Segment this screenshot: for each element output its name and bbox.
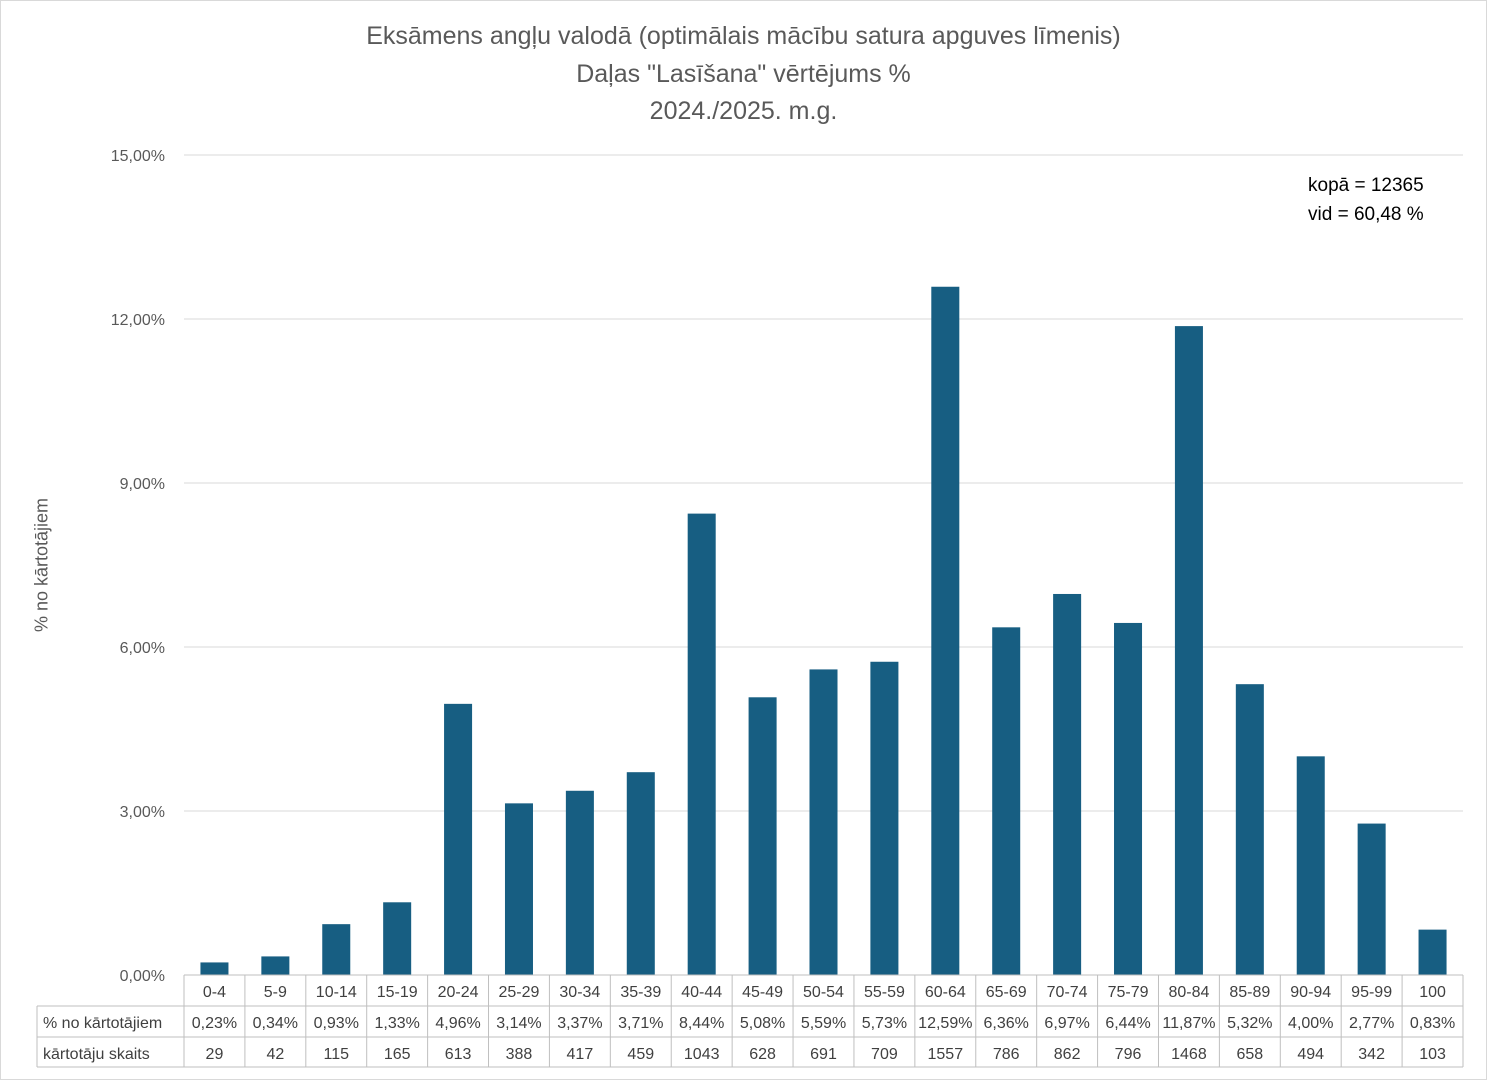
- table-cell: 1,33%: [374, 1015, 419, 1032]
- bar-0-4: [200, 962, 229, 975]
- y-tick-label: 9,00%: [120, 476, 165, 493]
- table-cell: 6,44%: [1105, 1015, 1150, 1032]
- table-cell: 6,97%: [1044, 1015, 1089, 1032]
- bar-55-59: [870, 661, 899, 975]
- table-cell: 1468: [1171, 1046, 1207, 1063]
- chart-title-line-3: 2024./2025. m.g.: [649, 97, 838, 125]
- bar-20-24: [444, 703, 473, 975]
- table-cell: 4,96%: [435, 1015, 480, 1032]
- table-cell: 3,71%: [618, 1015, 663, 1032]
- bar-10-14: [322, 924, 351, 975]
- bar-50-54: [809, 669, 838, 975]
- table-cell: 4,00%: [1288, 1015, 1333, 1032]
- table-cell: 29: [206, 1046, 224, 1063]
- table-cell: 658: [1236, 1046, 1263, 1063]
- table-cell: 115: [324, 1046, 350, 1063]
- y-tick-label: 0,00%: [120, 968, 165, 985]
- table-cell: 2,77%: [1349, 1015, 1394, 1032]
- bar-5-9: [261, 956, 290, 975]
- x-category-label: 15-19: [377, 984, 418, 1001]
- bar-95-99: [1357, 823, 1386, 975]
- bar-65-69: [992, 627, 1021, 975]
- table-cell: 12,59%: [918, 1015, 972, 1032]
- table-cell: 417: [567, 1046, 594, 1063]
- table-cell: 103: [1419, 1046, 1446, 1063]
- bar-80-84: [1174, 326, 1203, 975]
- x-category-label: 20-24: [438, 984, 479, 1001]
- table-cell: 8,44%: [679, 1015, 724, 1032]
- average-annotation: vid = 60,48 %: [1308, 204, 1424, 225]
- x-category-label: 85-89: [1229, 984, 1270, 1001]
- table-cell: 613: [445, 1046, 472, 1063]
- table-cell: 5,59%: [801, 1015, 846, 1032]
- chart-title-line-2: Daļas "Lasīšana" vērtējums %: [576, 60, 911, 88]
- table-cell: 862: [1054, 1046, 1081, 1063]
- bar-30-34: [565, 790, 594, 975]
- table-cell: 6,36%: [984, 1015, 1029, 1032]
- table-cell: 11,87%: [1162, 1015, 1215, 1032]
- table-cell: 3,14%: [496, 1015, 541, 1032]
- table-cell: 0,34%: [253, 1015, 298, 1032]
- table-cell: 5,08%: [740, 1015, 785, 1032]
- table-cell: 1043: [684, 1046, 720, 1063]
- table-cell: 786: [993, 1046, 1020, 1063]
- table-cell: 1557: [928, 1046, 964, 1063]
- x-category-label: 100: [1419, 984, 1446, 1001]
- bar-15-19: [383, 902, 412, 975]
- x-category-label: 40-44: [681, 984, 722, 1001]
- table-cell: 459: [627, 1046, 654, 1063]
- bar-40-44: [687, 513, 716, 975]
- x-category-label: 0-4: [203, 984, 226, 1001]
- table-cell: 342: [1358, 1046, 1385, 1063]
- table-cell: 0,93%: [314, 1015, 359, 1032]
- bar-75-79: [1114, 622, 1143, 975]
- total-annotation: kopā = 12365: [1308, 175, 1424, 196]
- bar-25-29: [504, 803, 533, 975]
- table-cell: 5,73%: [862, 1015, 907, 1032]
- bar-90-94: [1296, 756, 1325, 975]
- bar-100: [1418, 929, 1447, 975]
- table-cell: 628: [749, 1046, 776, 1063]
- x-category-label: 70-74: [1047, 984, 1088, 1001]
- bar-70-74: [1053, 593, 1082, 975]
- bar-35-39: [626, 772, 655, 975]
- bar-45-49: [748, 697, 777, 975]
- table-cell: 0,83%: [1410, 1015, 1455, 1032]
- y-tick-label: 15,00%: [111, 148, 165, 165]
- table-cell: 388: [506, 1046, 533, 1063]
- bar-85-89: [1235, 684, 1264, 975]
- table-cell: 3,37%: [557, 1015, 602, 1032]
- x-category-label: 95-99: [1351, 984, 1392, 1001]
- x-category-label: 75-79: [1108, 984, 1149, 1001]
- y-tick-label: 6,00%: [120, 640, 165, 657]
- x-category-label: 35-39: [620, 984, 661, 1001]
- x-category-label: 65-69: [986, 984, 1027, 1001]
- x-category-label: 80-84: [1168, 984, 1209, 1001]
- table-cell: 0,23%: [192, 1015, 237, 1032]
- chart-title-line-1: Eksāmens angļu valodā (optimālais mācību…: [366, 22, 1121, 50]
- table-cell: 494: [1297, 1046, 1324, 1063]
- y-tick-label: 12,00%: [111, 312, 165, 329]
- table-cell: 165: [384, 1046, 411, 1063]
- bar-60-64: [931, 286, 960, 975]
- x-category-label: 5-9: [264, 984, 287, 1001]
- table-cell: 42: [266, 1046, 284, 1063]
- x-category-label: 30-34: [559, 984, 600, 1001]
- x-category-label: 10-14: [316, 984, 357, 1001]
- table-cell: 691: [810, 1046, 837, 1063]
- table-cell: 709: [871, 1046, 898, 1063]
- table-cell: 796: [1115, 1046, 1142, 1063]
- table-row-label: % no kārtotājiem: [43, 1015, 162, 1032]
- table-cell: 5,32%: [1227, 1015, 1272, 1032]
- x-category-label: 45-49: [742, 984, 783, 1001]
- x-category-label: 50-54: [803, 984, 844, 1001]
- x-category-label: 90-94: [1290, 984, 1331, 1001]
- x-category-label: 60-64: [925, 984, 966, 1001]
- table-row-label: kārtotāju skaits: [43, 1046, 150, 1063]
- x-category-label: 55-59: [864, 984, 905, 1001]
- x-category-label: 25-29: [499, 984, 540, 1001]
- y-tick-label: 3,00%: [120, 804, 165, 821]
